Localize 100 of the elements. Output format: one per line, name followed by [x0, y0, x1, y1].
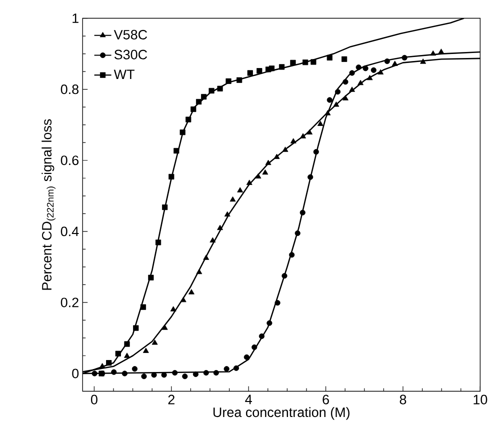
point [190, 106, 196, 112]
point [334, 89, 341, 95]
x-tick-label: 10 [474, 395, 488, 405]
point [115, 351, 121, 357]
point [358, 80, 364, 86]
point [342, 79, 348, 85]
point [168, 174, 174, 180]
point [155, 240, 162, 246]
point [203, 254, 210, 260]
point [236, 78, 242, 84]
point [230, 196, 236, 202]
point [308, 174, 314, 180]
point [141, 374, 147, 380]
point [349, 86, 356, 92]
legend-label: V58C [114, 30, 148, 40]
point [244, 354, 250, 360]
point [349, 70, 355, 76]
point [226, 78, 232, 84]
point [402, 55, 408, 61]
point [180, 297, 186, 302]
point [310, 59, 316, 65]
point [294, 230, 300, 236]
point [420, 58, 426, 64]
point [256, 68, 262, 74]
point [326, 55, 332, 61]
point [326, 97, 332, 104]
point [313, 149, 319, 155]
point [324, 110, 331, 116]
point [233, 366, 240, 372]
point [162, 324, 168, 330]
point [192, 372, 199, 378]
point [266, 320, 272, 326]
y-tick-label: 0.8 [60, 84, 79, 94]
point [99, 363, 106, 368]
y-tick-label: 0.6 [60, 156, 79, 166]
point [124, 341, 130, 348]
point [333, 102, 340, 107]
point [203, 370, 209, 376]
point [356, 64, 362, 70]
point [111, 370, 117, 376]
y-axis-title: Percent CD$_{(222nm)}$ signal loss [42, 119, 56, 290]
point [217, 86, 223, 92]
point [151, 372, 157, 378]
point [124, 352, 130, 358]
point [258, 334, 265, 340]
point [180, 130, 186, 136]
point [140, 304, 146, 310]
point [213, 370, 219, 376]
point [384, 58, 390, 64]
point [362, 66, 368, 72]
point [217, 225, 223, 230]
point [430, 50, 436, 56]
point [282, 273, 288, 279]
legend-label: S30C [114, 50, 148, 60]
y-tick-label: 0 [72, 368, 79, 379]
point [366, 75, 373, 80]
point [262, 170, 268, 175]
point [290, 60, 296, 66]
point [268, 66, 275, 72]
point [210, 237, 216, 243]
point [306, 130, 313, 135]
y-tick-label: 0.4 [60, 226, 79, 236]
point [122, 370, 128, 377]
y-tick-label: 0.2 [60, 298, 78, 308]
point [237, 187, 244, 193]
point [265, 160, 272, 166]
point [274, 300, 280, 306]
point [196, 99, 202, 105]
point [152, 340, 158, 345]
point [278, 64, 285, 70]
point [188, 289, 194, 295]
x-tick-label: 4 [245, 395, 252, 404]
point [208, 88, 214, 94]
point [247, 70, 253, 76]
point [342, 56, 348, 62]
point [252, 344, 258, 350]
point [302, 60, 308, 66]
point [170, 306, 176, 312]
point [282, 146, 288, 152]
point [148, 275, 154, 281]
point [274, 154, 280, 160]
point [133, 325, 139, 332]
point [224, 212, 230, 217]
point [196, 269, 202, 274]
point [182, 374, 188, 380]
point [317, 120, 324, 126]
x-tick-label: 8 [400, 395, 406, 405]
x-tick-label: 6 [322, 395, 329, 405]
point [174, 148, 180, 154]
point [92, 370, 98, 377]
point [392, 60, 398, 66]
point [162, 204, 168, 210]
point [300, 133, 306, 139]
x-axis-title: Urea concentration (M) [213, 407, 350, 420]
point [255, 174, 262, 179]
point [186, 116, 192, 123]
point [142, 348, 149, 354]
legend-label: WT [114, 70, 134, 80]
x-tick-label: 0 [90, 395, 98, 405]
point [132, 366, 138, 372]
